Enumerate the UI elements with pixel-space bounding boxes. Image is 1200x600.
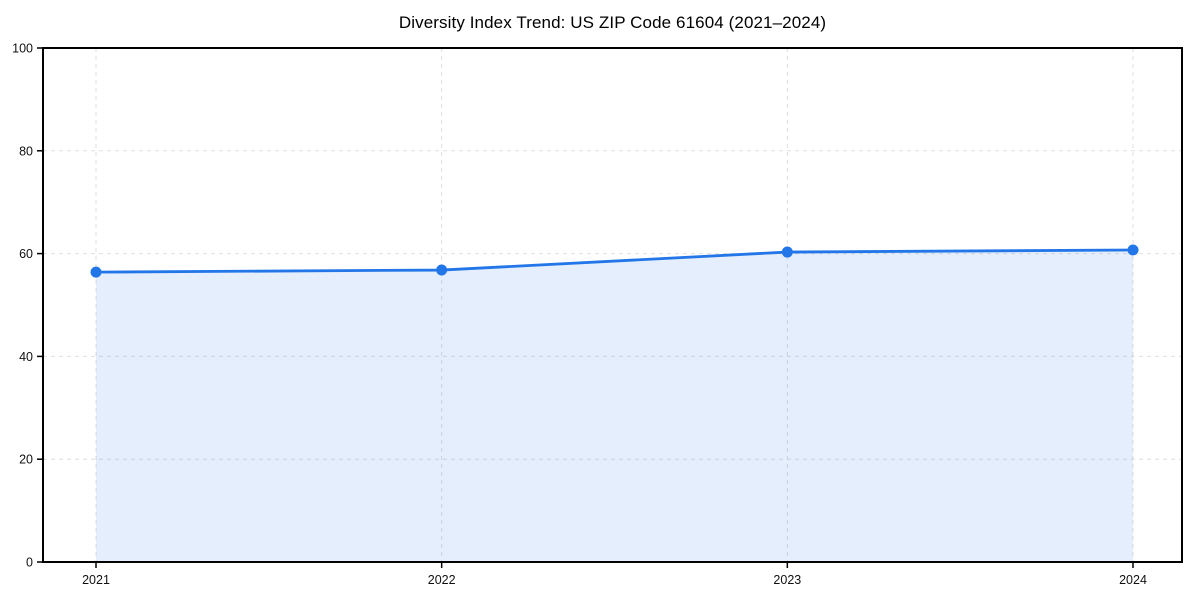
data-point-2024 bbox=[1127, 244, 1139, 256]
x-axis-tick-label: 2022 bbox=[428, 573, 456, 587]
area-fill bbox=[96, 250, 1133, 562]
data-point-2021 bbox=[90, 266, 102, 278]
x-axis-tick-label: 2021 bbox=[82, 573, 110, 587]
y-axis-tick-label: 100 bbox=[12, 42, 33, 56]
chart-title: Diversity Index Trend: US ZIP Code 61604… bbox=[398, 13, 827, 32]
y-axis-tick-label: 20 bbox=[19, 453, 33, 467]
y-axis-tick-label: 40 bbox=[19, 350, 33, 364]
x-axis-tick-label: 2024 bbox=[1119, 573, 1147, 587]
y-axis-tick-label: 80 bbox=[19, 144, 33, 158]
y-axis-tick-label: 60 bbox=[19, 247, 33, 261]
plot-border bbox=[42, 47, 1183, 563]
data-point-2023 bbox=[781, 246, 793, 258]
x-axis-tick-label: 2023 bbox=[773, 573, 801, 587]
y-axis-tick-label: 0 bbox=[26, 556, 33, 570]
data-point-2022 bbox=[436, 264, 448, 276]
trend-line bbox=[94, 248, 1135, 274]
